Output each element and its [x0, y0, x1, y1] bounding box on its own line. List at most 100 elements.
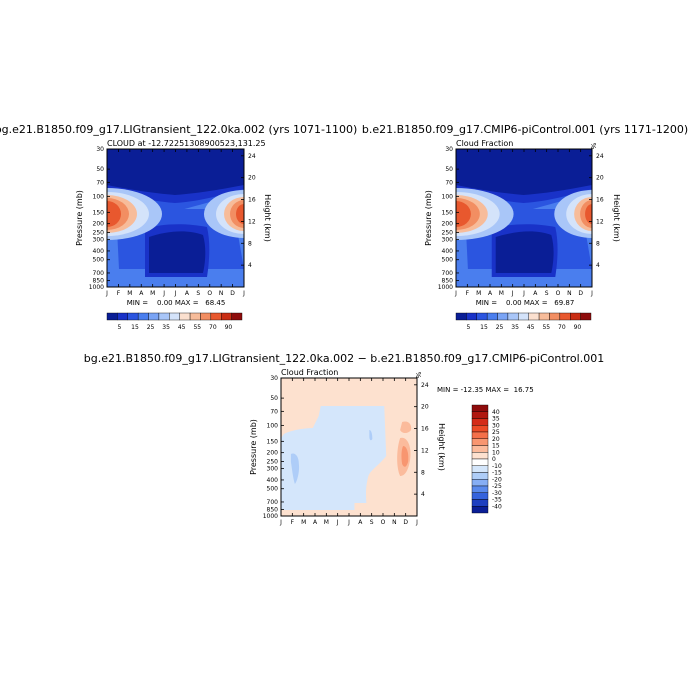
colorbar-swatch	[117, 312, 128, 321]
y-tick-label: 500	[442, 257, 454, 264]
panel-2-title: b.e21.B1850.f09_g17.CMIP6-piControl.001 …	[362, 123, 688, 136]
y-tick-label-right: 20	[596, 175, 604, 182]
colorbar-swatch	[210, 312, 222, 321]
y-tick-label: 400	[442, 248, 454, 255]
colorbar-swatch	[570, 312, 581, 321]
colorbar-label: 55	[542, 324, 550, 331]
y-tick-label: 250	[442, 229, 454, 236]
colorbar-label: 70	[209, 324, 217, 331]
colorbar-swatch	[549, 312, 561, 321]
y-tick-label-right: 8	[421, 469, 425, 476]
colorbar-swatch	[471, 485, 489, 493]
x-tick-label: J	[242, 290, 245, 297]
colorbar-label: 45	[527, 324, 535, 331]
y-tick-label: 30	[270, 375, 278, 382]
y-tick-label: 150	[442, 209, 454, 216]
contour-band	[107, 201, 121, 227]
colorbar-swatch	[471, 404, 489, 412]
panel-2-y-axis-label-right: Height (km)	[612, 194, 621, 242]
y-tick-label: 70	[445, 179, 453, 186]
x-tick-label: J	[454, 290, 457, 297]
y-tick-label: 700	[442, 270, 454, 277]
y-tick-label: 300	[267, 466, 279, 473]
x-tick-label: F	[291, 519, 295, 526]
colorbar-swatch	[471, 431, 489, 439]
panel-2: b.e21.B1850.f09_g17.CMIP6-piControl.001 …	[362, 123, 688, 331]
colorbar-swatch	[471, 465, 489, 473]
y-tick-label: 850	[93, 278, 105, 285]
colorbar-label: -10	[492, 463, 502, 470]
y-tick-label-right: 16	[596, 197, 604, 204]
x-tick-label: J	[105, 290, 108, 297]
panel-1-subtitle: CLOUD at -12.72251308900523,131.25	[107, 139, 266, 148]
colorbar-swatch	[580, 312, 592, 321]
x-tick-label: J	[336, 519, 339, 526]
colorbar-swatch	[471, 425, 489, 433]
colorbar-swatch	[471, 452, 489, 460]
y-tick-label-right: 16	[248, 197, 256, 204]
x-tick-label: N	[567, 290, 572, 297]
colorbar-label: 5	[466, 324, 470, 331]
colorbar-label: 10	[492, 449, 500, 456]
colorbar-swatch	[471, 492, 489, 500]
y-tick-label: 70	[270, 408, 278, 415]
colorbar-swatch	[471, 499, 489, 507]
x-tick-label: J	[279, 519, 282, 526]
x-tick-label: A	[488, 290, 493, 297]
x-tick-label: M	[301, 519, 306, 526]
y-tick-label: 200	[442, 221, 454, 228]
panel-1-min-max: MIN = 0.00 MAX = 68.45	[127, 299, 226, 307]
colorbar-label: 25	[147, 324, 155, 331]
y-tick-label: 500	[93, 257, 105, 264]
x-tick-label: O	[556, 290, 561, 297]
colorbar-swatch	[471, 458, 489, 466]
y-tick-label-right: 24	[596, 153, 604, 160]
colorbar-label: -15	[492, 470, 502, 477]
colorbar-swatch	[200, 312, 212, 321]
x-tick-label: J	[174, 290, 177, 297]
panel-3-title: bg.e21.B1850.f09_g17.LIGtransient_122.0k…	[84, 352, 604, 365]
contour-band	[290, 453, 300, 484]
x-tick-label: J	[415, 519, 418, 526]
x-tick-label: S	[370, 519, 374, 526]
colorbar-swatch	[471, 479, 489, 487]
y-tick-label: 850	[442, 278, 454, 285]
y-tick-label: 250	[267, 458, 279, 465]
colorbar-label: -30	[492, 490, 502, 497]
y-tick-label: 100	[267, 422, 279, 429]
panel-2-corner-unit: %	[589, 143, 597, 150]
panel-2-y-axis-label: Pressure (mb)	[424, 190, 433, 246]
colorbar-swatch	[486, 312, 498, 321]
contour-band	[236, 204, 244, 224]
panel-1-y-axis-label-right: Height (km)	[263, 194, 272, 242]
panel-1-title: bg.e21.B1850.f09_g17.LIGtransient_122.0k…	[0, 123, 357, 136]
y-tick-label-right: 24	[248, 153, 256, 160]
x-tick-label: M	[476, 290, 481, 297]
y-tick-label: 50	[96, 166, 104, 173]
colorbar-swatch	[471, 438, 489, 446]
colorbar-label: 35	[162, 324, 170, 331]
panel-2-plot-area	[456, 149, 592, 287]
colorbar-label: 90	[225, 324, 233, 331]
colorbar-swatch	[455, 312, 467, 321]
colorbar-swatch	[169, 312, 180, 321]
colorbar-swatch	[476, 312, 488, 321]
colorbar-swatch	[106, 312, 118, 321]
colorbar-swatch	[471, 506, 489, 514]
y-tick-label: 1000	[89, 284, 104, 291]
x-tick-label: D	[403, 519, 408, 526]
colorbar-swatch	[518, 312, 529, 321]
x-tick-label: J	[522, 290, 525, 297]
y-tick-label: 850	[267, 507, 279, 514]
colorbar-swatch	[471, 411, 489, 419]
colorbar-label: 25	[496, 324, 504, 331]
contour-band	[456, 201, 471, 227]
panel-3-subtitle: Cloud Fraction	[281, 368, 338, 377]
x-tick-label: D	[578, 290, 583, 297]
y-tick-label-right: 4	[596, 262, 600, 269]
panel-1-plot-area	[107, 149, 244, 287]
y-tick-label-right: 20	[248, 175, 256, 182]
colorbar-swatch	[497, 312, 509, 321]
y-tick-label: 30	[445, 146, 453, 153]
